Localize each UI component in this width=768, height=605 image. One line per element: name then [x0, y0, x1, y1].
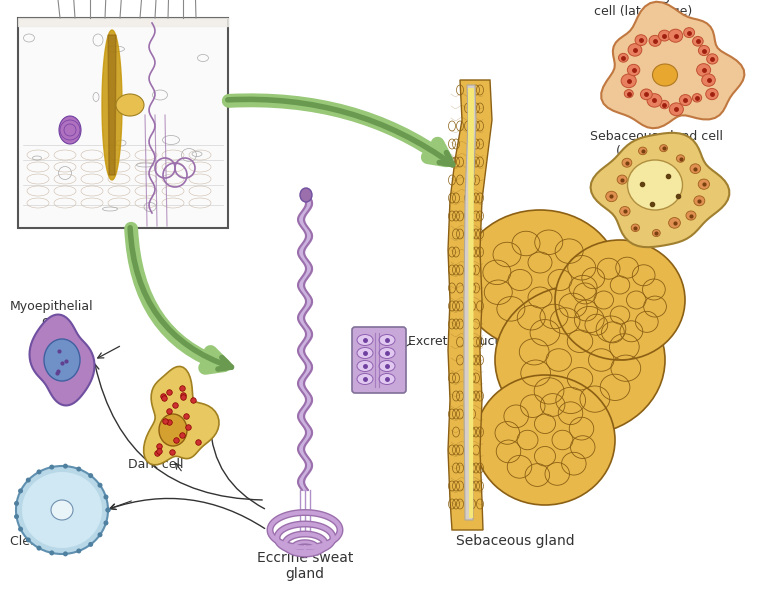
Ellipse shape: [686, 211, 696, 220]
Circle shape: [104, 520, 108, 526]
Ellipse shape: [653, 64, 677, 86]
Ellipse shape: [617, 175, 627, 184]
Ellipse shape: [641, 89, 652, 100]
Ellipse shape: [379, 361, 395, 371]
Circle shape: [26, 537, 31, 543]
Ellipse shape: [379, 335, 395, 345]
Circle shape: [98, 532, 102, 537]
Ellipse shape: [631, 224, 640, 232]
Text: Sebaceous gland: Sebaceous gland: [455, 534, 574, 548]
Ellipse shape: [555, 240, 685, 360]
Circle shape: [37, 469, 41, 474]
Circle shape: [14, 501, 19, 506]
Ellipse shape: [698, 179, 710, 189]
Ellipse shape: [693, 94, 702, 102]
FancyBboxPatch shape: [352, 327, 406, 393]
Text: Excretory duct: Excretory duct: [408, 335, 499, 348]
Circle shape: [26, 477, 31, 483]
Ellipse shape: [621, 74, 636, 88]
Polygon shape: [108, 35, 116, 175]
Text: Clear cell: Clear cell: [10, 535, 68, 548]
Ellipse shape: [635, 34, 647, 45]
Ellipse shape: [652, 229, 660, 237]
Ellipse shape: [668, 29, 683, 42]
Ellipse shape: [357, 347, 373, 359]
Ellipse shape: [379, 347, 395, 359]
Ellipse shape: [693, 36, 703, 46]
Ellipse shape: [16, 466, 108, 554]
Circle shape: [105, 508, 111, 512]
Ellipse shape: [475, 375, 615, 505]
Ellipse shape: [357, 361, 373, 371]
Ellipse shape: [495, 285, 665, 435]
Text: Sebaceous gland
cell (late stage): Sebaceous gland cell (late stage): [590, 0, 697, 18]
Circle shape: [105, 508, 111, 512]
Ellipse shape: [618, 53, 628, 62]
Ellipse shape: [357, 373, 373, 385]
Ellipse shape: [624, 90, 634, 98]
Ellipse shape: [677, 155, 684, 162]
Text: Myoepithelial
cell: Myoepithelial cell: [10, 300, 94, 328]
Polygon shape: [601, 2, 744, 128]
Ellipse shape: [159, 414, 187, 446]
Circle shape: [18, 526, 23, 532]
Circle shape: [88, 473, 93, 478]
Ellipse shape: [660, 145, 667, 152]
Ellipse shape: [660, 100, 669, 109]
Ellipse shape: [22, 472, 102, 548]
Circle shape: [76, 466, 81, 471]
Ellipse shape: [606, 191, 617, 201]
Ellipse shape: [44, 339, 80, 381]
Polygon shape: [144, 367, 219, 465]
FancyBboxPatch shape: [18, 18, 228, 228]
Ellipse shape: [690, 164, 700, 174]
Ellipse shape: [658, 30, 670, 41]
Ellipse shape: [649, 35, 661, 47]
Ellipse shape: [669, 103, 684, 116]
Circle shape: [104, 494, 108, 500]
Ellipse shape: [707, 54, 718, 64]
Text: Dark cell: Dark cell: [128, 458, 184, 471]
Circle shape: [49, 465, 55, 469]
Ellipse shape: [706, 88, 718, 100]
Ellipse shape: [51, 500, 73, 520]
Ellipse shape: [627, 160, 683, 210]
Circle shape: [37, 546, 41, 551]
Circle shape: [76, 549, 81, 554]
Polygon shape: [464, 85, 476, 520]
Circle shape: [14, 514, 19, 519]
Text: Sebaceous gland cell
(early stage): Sebaceous gland cell (early stage): [590, 130, 723, 158]
Ellipse shape: [627, 64, 640, 76]
Ellipse shape: [680, 94, 691, 106]
Polygon shape: [29, 315, 94, 405]
Polygon shape: [468, 88, 474, 518]
Circle shape: [98, 483, 102, 488]
Circle shape: [63, 463, 68, 469]
Ellipse shape: [694, 196, 705, 206]
Ellipse shape: [357, 335, 373, 345]
Ellipse shape: [59, 116, 81, 144]
Circle shape: [88, 542, 93, 547]
Ellipse shape: [684, 28, 694, 38]
Ellipse shape: [300, 188, 312, 202]
Ellipse shape: [669, 218, 680, 228]
Ellipse shape: [697, 64, 710, 76]
Ellipse shape: [620, 206, 630, 216]
Circle shape: [18, 488, 23, 494]
Polygon shape: [102, 30, 122, 180]
Ellipse shape: [702, 74, 715, 87]
Ellipse shape: [638, 147, 647, 155]
Circle shape: [49, 551, 55, 555]
Polygon shape: [448, 80, 492, 530]
Ellipse shape: [628, 44, 642, 56]
Polygon shape: [591, 133, 730, 247]
Ellipse shape: [116, 94, 144, 116]
Ellipse shape: [379, 373, 395, 385]
Ellipse shape: [698, 45, 710, 56]
Ellipse shape: [647, 94, 662, 107]
Ellipse shape: [622, 159, 632, 167]
Circle shape: [63, 551, 68, 557]
Text: Eccrine sweat
gland: Eccrine sweat gland: [257, 551, 353, 581]
Ellipse shape: [460, 210, 620, 350]
